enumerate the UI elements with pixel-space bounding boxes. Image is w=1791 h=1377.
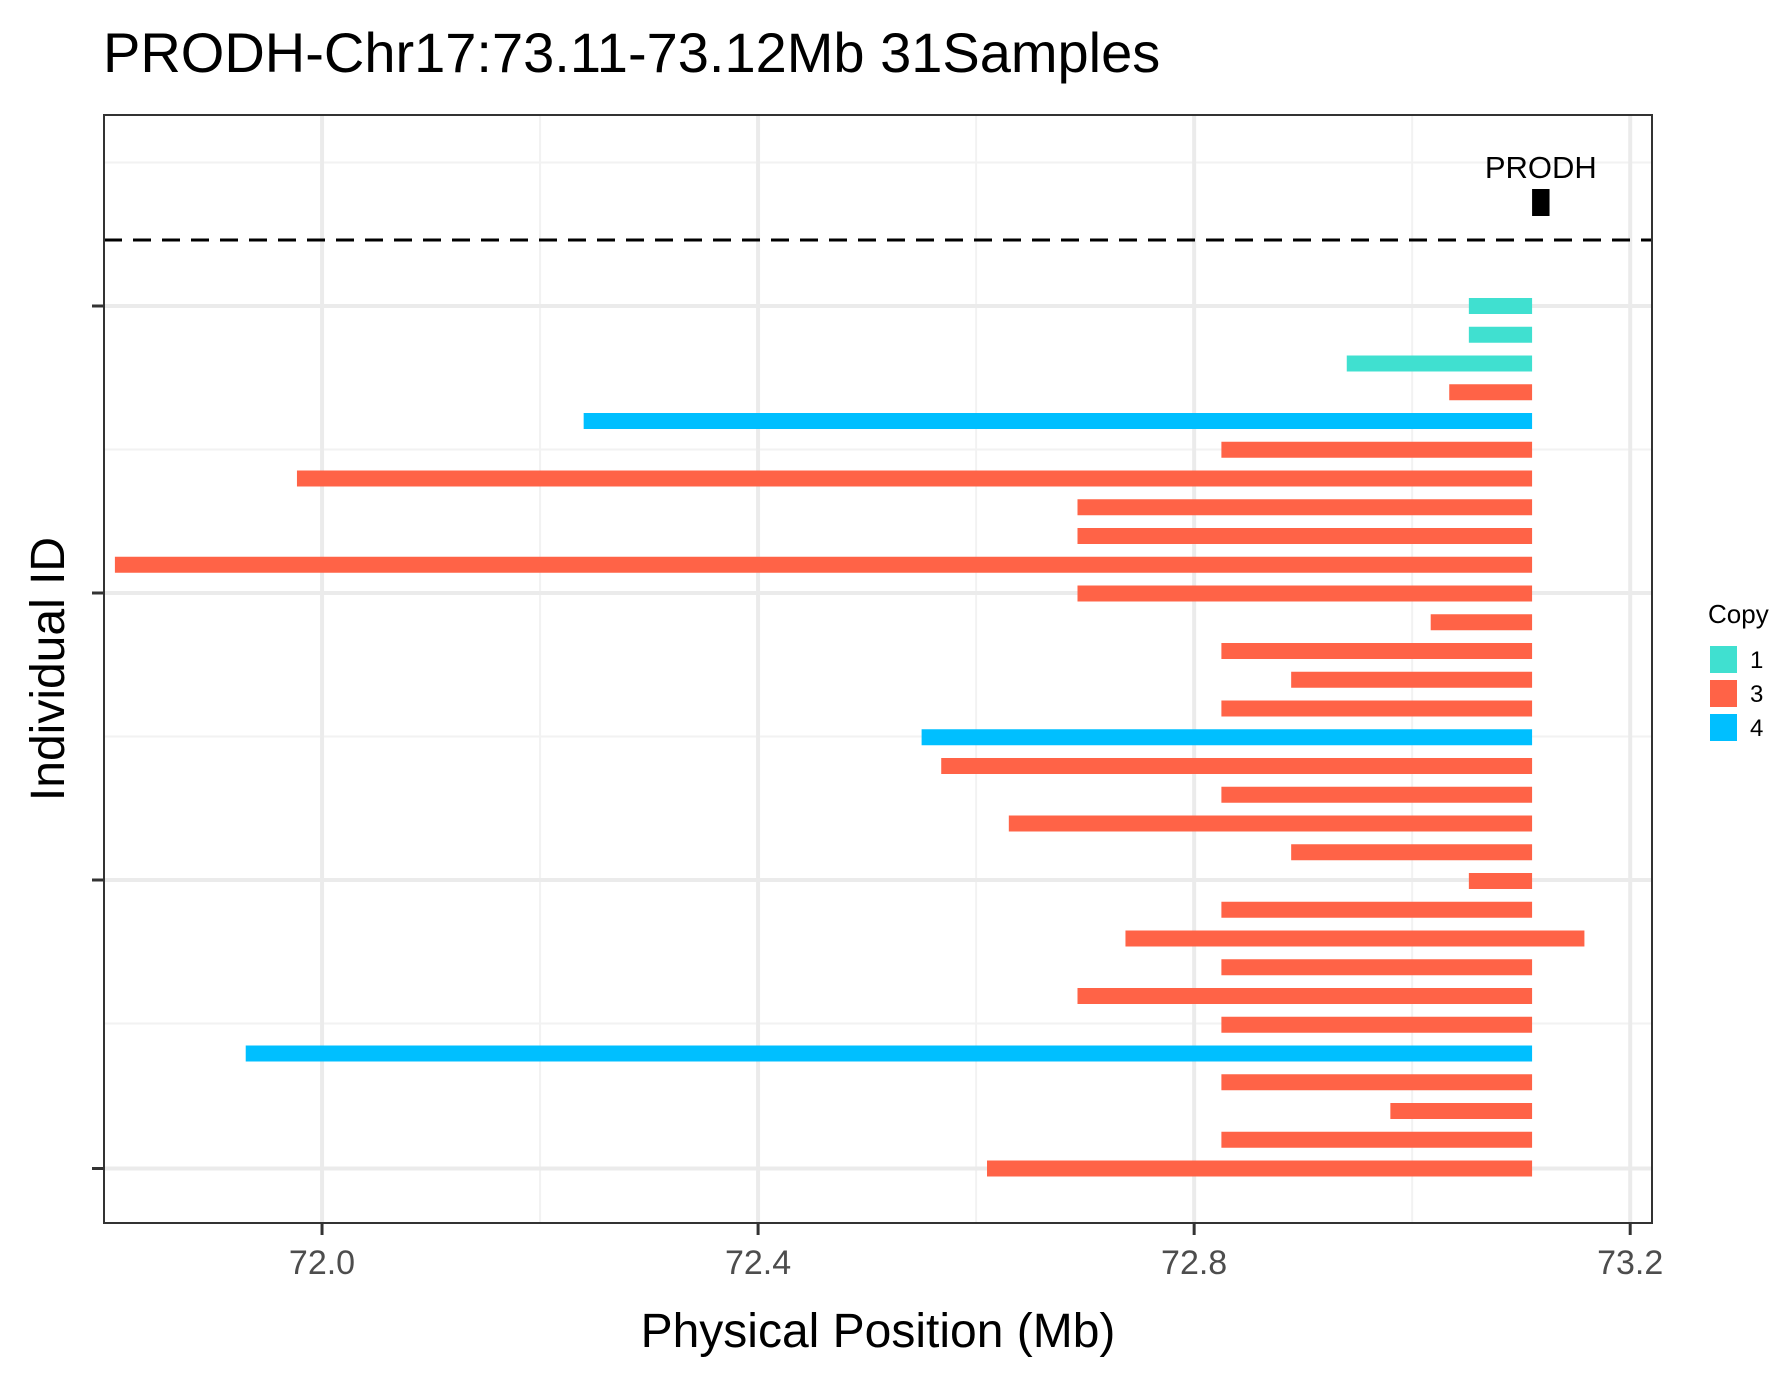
x-tick-label: 72.8 [1161, 1244, 1227, 1282]
segment-bar [1430, 614, 1533, 631]
x-axis-title: Physical Position (Mb) [641, 1305, 1116, 1358]
legend-swatch [1710, 714, 1737, 741]
segment-bar [114, 556, 1533, 573]
panel-background [104, 115, 1652, 1223]
segment-bar [1077, 988, 1533, 1004]
segment-bar [1468, 298, 1533, 314]
segment-bar [1291, 671, 1533, 688]
segment-bar [921, 729, 1533, 746]
legend-swatch [1710, 646, 1737, 673]
chart-title: PRODH-Chr17:73.11-73.12Mb 31Samples [103, 21, 1160, 84]
segment-bar [1221, 959, 1533, 976]
major-grid [104, 115, 1652, 1223]
y-axis-ticks [92, 304, 104, 1170]
segment-bar [1390, 1103, 1533, 1119]
segment-bar [1221, 1016, 1533, 1033]
legend-label: 3 [1750, 681, 1763, 708]
segment-bar [1077, 528, 1533, 544]
segment-bar [1221, 786, 1533, 803]
segment-bar [1221, 1074, 1533, 1091]
segment-bar [1008, 815, 1533, 832]
legend-title: Copy [1708, 599, 1769, 629]
legend-label: 4 [1750, 715, 1763, 742]
gene-marker [1532, 189, 1550, 216]
segment-bar [1221, 441, 1533, 458]
x-tick-label: 73.2 [1597, 1244, 1663, 1282]
plot-panel: PRODH [103, 114, 1653, 1224]
gene-label: PRODH [1485, 150, 1597, 185]
segment-bar [987, 1160, 1533, 1177]
segment-bar [1346, 355, 1533, 372]
segment-bar [1125, 930, 1585, 947]
segment-bar [1468, 873, 1533, 889]
x-axis-ticks: 72.0 72.4 72.8 73.2 [289, 1223, 1663, 1282]
legend: Copy 1 3 4 [1708, 599, 1769, 742]
gene-layer: PRODH [1485, 150, 1597, 216]
segment-layer [114, 298, 1585, 1177]
segment-bar [296, 470, 1533, 487]
segment-bar [1221, 643, 1533, 659]
panel-border [103, 114, 1653, 1224]
segment-bar [1291, 844, 1533, 861]
segment-bar [1077, 499, 1533, 516]
x-tick-label: 72.0 [289, 1244, 355, 1282]
legend-swatch [1710, 680, 1737, 707]
y-axis-title: Individual ID [22, 537, 75, 801]
legend-label: 1 [1750, 647, 1763, 674]
segment-bar [1221, 901, 1533, 918]
segment-bar [583, 413, 1533, 429]
segment-bar [1077, 585, 1533, 602]
segment-bar [1221, 1131, 1533, 1148]
x-tick-label: 72.4 [725, 1244, 791, 1282]
segment-bar [1221, 700, 1533, 717]
segment-bar [1449, 384, 1533, 401]
segment-bar [941, 758, 1533, 774]
segment-bar [245, 1045, 1533, 1062]
segment-bar [1468, 326, 1533, 343]
